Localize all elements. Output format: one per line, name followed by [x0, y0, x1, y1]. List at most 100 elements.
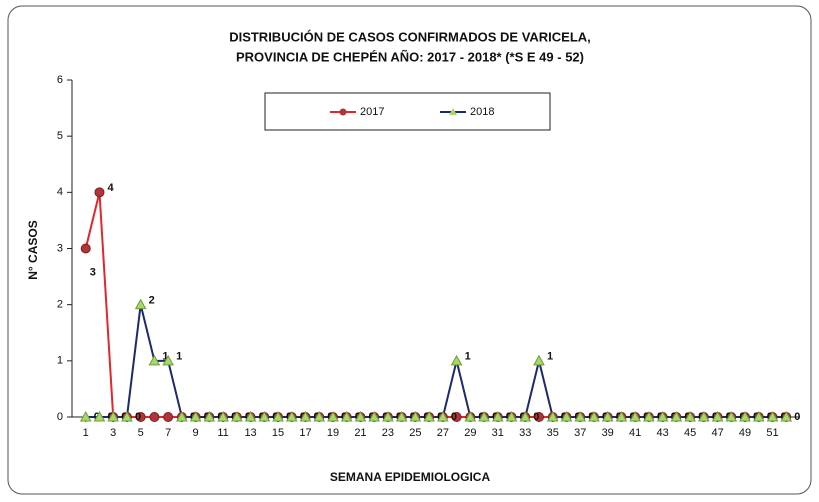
data-label: 0 [135, 411, 141, 423]
point [450, 354, 463, 366]
point [574, 410, 587, 422]
point [272, 410, 284, 422]
series-line [85, 304, 787, 418]
point [505, 410, 518, 422]
y-tick-label: 5 [57, 130, 63, 142]
point [451, 412, 462, 422]
point [478, 410, 490, 422]
point [437, 410, 449, 422]
y-tick-label: 1 [57, 355, 63, 367]
point [135, 412, 146, 422]
data-label: 1 [547, 351, 553, 363]
point [464, 410, 477, 422]
chart-title: DISTRIBUCIÓN DE CASOS CONFIRMADOS DE VAR… [229, 29, 591, 44]
point [327, 410, 339, 422]
point [546, 410, 559, 422]
x-tick-label: 1 [83, 427, 89, 439]
point [725, 410, 738, 422]
point [217, 410, 229, 422]
point [313, 410, 326, 422]
point [107, 410, 120, 422]
data-label: 0 [451, 411, 457, 423]
x-tick-label: 3 [110, 427, 116, 439]
x-tick-label: 33 [519, 427, 531, 439]
point [780, 410, 793, 422]
data-label: 1 [465, 351, 471, 363]
x-tick-label: 13 [244, 427, 256, 439]
x-tick-label: 41 [629, 427, 641, 439]
point [601, 410, 614, 422]
point [340, 410, 353, 422]
y-tick-label: 2 [57, 299, 63, 311]
x-tick-label: 45 [684, 427, 696, 439]
point [711, 410, 724, 422]
point [93, 410, 106, 422]
point [148, 354, 161, 366]
chart-frame [7, 5, 812, 495]
point [121, 410, 133, 422]
point [629, 410, 642, 422]
x-tick-label: 11 [217, 427, 228, 439]
point [230, 410, 243, 422]
point [395, 410, 408, 422]
x-tick-label: 51 [766, 427, 778, 439]
x-tick-label: 47 [711, 427, 723, 439]
x-tick-label: 27 [437, 427, 449, 439]
point [588, 410, 600, 422]
x-tick-label: 9 [193, 427, 199, 439]
point [560, 410, 573, 422]
point [162, 354, 175, 366]
point [643, 410, 655, 422]
point [752, 410, 765, 422]
point [534, 412, 545, 422]
point [684, 410, 696, 422]
x-tick-label: 15 [272, 427, 284, 439]
point [189, 410, 202, 422]
data-label: 2 [149, 295, 155, 307]
point [258, 410, 271, 422]
y-tick-label: 3 [57, 242, 63, 254]
point [163, 412, 174, 422]
data-label: 1 [176, 351, 182, 363]
point [491, 410, 504, 422]
legend-label: 2017 [360, 106, 384, 118]
x-tick-label: 39 [602, 427, 614, 439]
point [409, 410, 422, 422]
legend-label: 2018 [470, 106, 494, 118]
point [244, 410, 257, 422]
x-tick-label: 17 [299, 427, 311, 439]
x-tick-label: 19 [327, 427, 339, 439]
point [656, 410, 669, 422]
x-tick-label: 49 [739, 427, 751, 439]
data-label: 0 [533, 411, 539, 423]
point [382, 410, 394, 422]
point [615, 410, 628, 422]
data-label: 1 [162, 351, 168, 363]
legend-marker [449, 108, 457, 115]
x-tick-label: 29 [464, 427, 476, 439]
data-label: 4 [107, 182, 114, 194]
point [519, 410, 532, 422]
point [176, 410, 188, 422]
legend-marker [339, 108, 347, 116]
point [766, 410, 779, 422]
x-tick-label: 23 [382, 427, 394, 439]
point [203, 410, 216, 422]
x-tick-label: 43 [657, 427, 669, 439]
point [94, 187, 105, 198]
x-tick-label: 37 [574, 427, 586, 439]
x-axis-title: SEMANA EPIDEMIOLOGICA [330, 470, 491, 484]
point [670, 410, 683, 422]
x-tick-label: 25 [409, 427, 421, 439]
y-tick-label: 6 [57, 74, 63, 86]
x-tick-label: 35 [547, 427, 559, 439]
point [354, 410, 367, 422]
point [149, 412, 160, 422]
legend-box [264, 92, 551, 131]
point [285, 410, 298, 422]
x-tick-label: 31 [492, 427, 504, 439]
point [423, 410, 435, 422]
x-tick-label: 7 [165, 427, 171, 439]
point [80, 243, 91, 254]
x-tick-label: 21 [354, 427, 366, 439]
